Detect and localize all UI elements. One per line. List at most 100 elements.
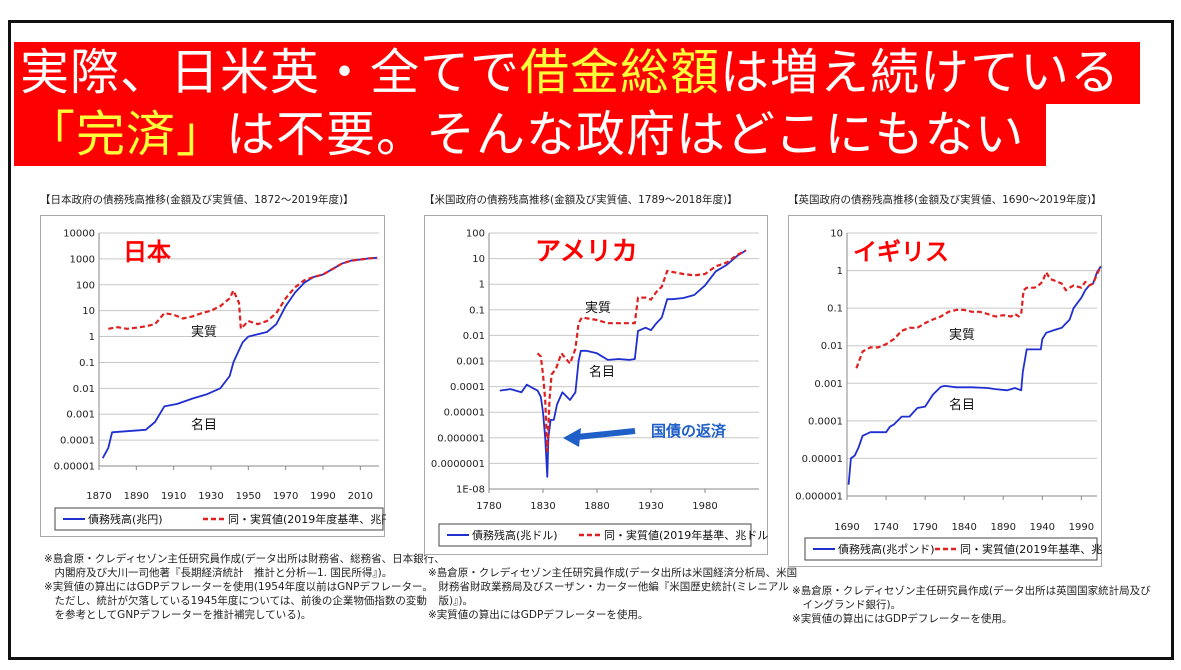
y-tick-label: 100 (466, 229, 485, 240)
x-tick-label: 1930 (198, 491, 223, 502)
note-line: ※実質値の算出にはGDPデフレーターを使用。 (428, 609, 649, 621)
x-tick-label: 1950 (236, 491, 261, 502)
y-tick-label: 0.1 (79, 358, 95, 369)
x-tick-label: 1990 (1069, 522, 1094, 533)
x-tick-label: 1780 (476, 501, 501, 512)
x-tick-label: 1940 (1030, 522, 1055, 533)
y-tick-label: 0.01 (463, 331, 485, 342)
chart-panel-usa: 100 10 1 0.1 0.01 0.001 0.0001 0.00001 0.000001 0… (424, 215, 773, 555)
panel-title-japan: 【日本政府の債務残高推移(金額及び実質値、1872～2019年度)】 (40, 194, 354, 206)
country-label: アメリカ (535, 237, 638, 267)
note-line: 内閣府及び大川一司他著『長期経済統計 推計と分析—1. 国民所得』)。 (44, 567, 393, 579)
legend-label-real: 同・実質値(2019年度基準、兆円) (228, 512, 386, 526)
x-tick-label: 1970 (273, 491, 298, 502)
series-line-real (108, 256, 378, 330)
y-tick-label: 0.1 (827, 304, 843, 315)
chart-panel-uk: 10 1 0.1 0.01 0.001 0.0001 0.00001 0.000001 1690… (788, 215, 1129, 567)
country-label: イギリス (853, 238, 949, 266)
y-tick-label: 0.00001 (444, 408, 485, 419)
note-line: 財務省財政業務局及びスーザン・カーター他編『米国歴史統計(ミレニアル (428, 581, 789, 593)
y-tick-label: 0.00001 (54, 462, 95, 473)
y-tick-label: 1 (89, 332, 95, 343)
chart-japan: 10000 1000 100 10 1 0.1 0.01 0.001 0.0001 0.00001… (54, 229, 397, 531)
note-line: ※実質値の算出にはGDPデフレーターを使用(1954年度以前はGNPデフレーター… (44, 581, 433, 593)
note-uk: ※島倉原・クレディセゾン主任研究員作成(データ出所は英国国家統計局及び イングラ… (792, 584, 1151, 626)
x-tick-label: 2010 (348, 491, 373, 502)
headline-text-c: は増え続けている (720, 44, 1121, 101)
annotation-nominal: 名目 (949, 397, 975, 413)
note-line: ※島倉原・クレディセゾン主任研究員作成(データ出所は米国経済分析局、米国 (428, 567, 798, 579)
x-tick-label: 1880 (584, 501, 609, 512)
y-tick-label: 0.000001 (795, 492, 843, 503)
x-tick-label: 1930 (638, 501, 663, 512)
y-tick-label: 100 (76, 280, 95, 291)
y-tick-label: 0.00001 (802, 454, 843, 465)
y-tick-label: 10 (830, 229, 843, 240)
note-line: ※実質値の算出にはGDPデフレーターを使用。 (792, 613, 1013, 625)
note-line: ※島倉原・クレディセゾン主任研究員作成(データ出所は英国国家統計局及び (792, 585, 1151, 597)
y-tick-label: 0.001 (456, 357, 485, 368)
series-line-real (536, 249, 747, 453)
series-line-real (855, 265, 1102, 369)
country-label: 日本 (123, 238, 171, 266)
annotation-nominal: 名目 (589, 364, 615, 380)
y-tick-label: 1 (479, 280, 485, 291)
headline-highlight: 借金総額 (520, 44, 721, 101)
series-line-nominal (847, 265, 1102, 485)
annotation-nominal: 名目 (191, 417, 217, 433)
x-tick-label: 1890 (991, 522, 1016, 533)
annotation-real: 実質 (585, 300, 611, 316)
annotation-real: 実質 (949, 327, 975, 343)
chart-panel-japan: 10000 1000 100 10 1 0.1 0.01 0.001 0.0001 0.00001… (40, 215, 397, 537)
note-line: ※島倉原・クレディセゾン主任研究員作成(データ出所は財務省、総務省、日本銀行、 (44, 553, 445, 565)
y-tick-label: 1E-08 (456, 485, 485, 496)
y-tick-label: 10 (82, 306, 95, 317)
note-line: ただし、統計が欠落している1945年度については、前後の企業物価指数の変動 (44, 595, 427, 607)
chart-usa: 100 10 1 0.1 0.01 0.001 0.0001 0.00001 0.000001 0… (431, 229, 773, 547)
x-tick-label: 1690 (834, 522, 859, 533)
legend-label-nominal: 債務残高(兆ドル) (472, 528, 558, 542)
legend-label-real: 同・実質値(2019年基準、兆ドル) (604, 528, 769, 542)
y-tick-label: 0.0001 (450, 382, 485, 393)
x-tick-label: 1980 (692, 501, 717, 512)
y-tick-label: 0.0001 (60, 436, 95, 447)
panel-title-uk: 【英国政府の債務残高推移(金額及び実質値、1690～2019年度)】 (788, 194, 1102, 206)
y-tick-label: 0.001 (814, 379, 843, 390)
y-tick-label: 0.000001 (437, 433, 485, 444)
note-line: イングランド銀行)。 (792, 599, 902, 611)
y-tick-label: 0.0000001 (431, 459, 485, 470)
x-tick-label: 1830 (530, 501, 555, 512)
y-tick-label: 0.01 (73, 384, 95, 395)
y-tick-label: 0.01 (821, 341, 843, 352)
series-line-nominal (101, 256, 378, 459)
note-line: を参考としてGNPデフレーターを推計補完している)。 (44, 609, 312, 621)
y-tick-label: 0.001 (66, 410, 95, 421)
headline-line-2: 「完済」は不要。そんな政府はどこにもない (14, 104, 1046, 166)
y-tick-label: 1 (837, 266, 843, 277)
legend-label-real: 同・実質値(2019年基準、兆ドル) (960, 542, 1103, 556)
y-tick-label: 0.1 (469, 305, 485, 316)
headline-text-a: 実際、日米英・全てで (20, 44, 521, 101)
annotation-real: 実質 (191, 324, 217, 340)
x-tick-label: 1740 (873, 522, 898, 533)
x-tick-label: 1840 (951, 522, 976, 533)
chart-uk: 10 1 0.1 0.01 0.001 0.0001 0.00001 0.000001 1690… (795, 229, 1129, 561)
y-tick-label: 0.0001 (808, 416, 843, 427)
repayment-arrow-head (563, 428, 581, 447)
headline-text-2: は不要。そんな政府はどこにもない (226, 106, 1025, 163)
y-tick-label: 10000 (63, 229, 95, 240)
note-line: 版)』)。 (428, 595, 473, 607)
headline-highlight-2: 「完済」 (26, 106, 227, 163)
note-usa: ※島倉原・クレディセゾン主任研究員作成(データ出所は米国経済分析局、米国 財務省… (428, 566, 797, 622)
legend-label-nominal: 債務残高(兆ポンド) (838, 542, 935, 556)
annotation-repayment: 国債の返済 (651, 422, 727, 440)
x-tick-label: 1910 (161, 491, 186, 502)
headline-line-1: 実際、日米英・全てで借金総額は増え続けている (14, 42, 1140, 104)
x-tick-label: 1790 (912, 522, 937, 533)
legend-label-nominal: 債務残高(兆円) (88, 512, 163, 526)
panel-title-usa: 【米国政府の債務残高推移(金額及び実質値、1789～2018年度)】 (424, 194, 738, 206)
note-japan: ※島倉原・クレディセゾン主任研究員作成(データ出所は財務省、総務省、日本銀行、 … (44, 552, 445, 622)
y-tick-label: 10 (472, 254, 485, 265)
series-line-nominal (499, 249, 747, 478)
x-tick-label: 1890 (124, 491, 149, 502)
